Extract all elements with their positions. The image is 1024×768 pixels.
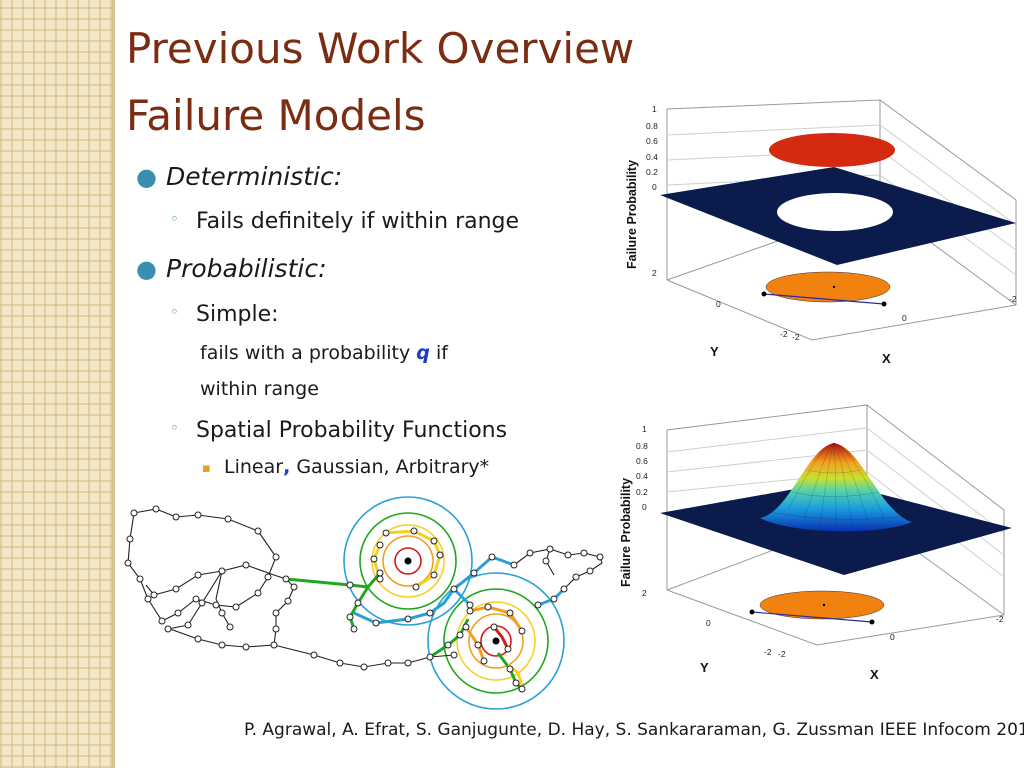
plane-hole <box>777 193 893 231</box>
gaussian-failure-plot: Failure Probability 1 0.8 0.6 0.4 0.2 0 … <box>619 404 1012 682</box>
z-axis-label: Failure Probability <box>619 478 633 587</box>
z-tick: 0.8 <box>636 441 648 451</box>
bullet-ring-icon: ◦ <box>170 419 179 437</box>
x-axis-label: X <box>870 667 879 682</box>
bullet-ring-icon: ◦ <box>170 210 179 228</box>
decorative-sidebar-pattern <box>0 0 112 768</box>
slide-title: Previous Work Overview <box>126 24 635 73</box>
z-tick: 0.8 <box>646 121 658 131</box>
y-tick: 2 <box>642 588 647 598</box>
x-axis-label: X <box>882 351 891 366</box>
deterministic-failure-plot: Failure Probability 1 0.8 0.6 0.4 0.2 0 … <box>625 99 1017 366</box>
epicenter-marker <box>404 557 412 565</box>
citation: P. Agrawal, A. Efrat, S. Ganjugunte, D. … <box>244 720 1024 740</box>
y-tick: -2 <box>780 329 788 339</box>
spatial-functions-list: Linear, Gaussian, Arbitrary* <box>224 456 490 478</box>
bullet-deterministic: Deterministic: <box>166 162 343 191</box>
x-tick: -2 <box>792 332 800 342</box>
x-tick: 0 <box>902 313 907 323</box>
y-tick: 0 <box>706 618 711 628</box>
epicenter-marker <box>492 637 500 645</box>
x-tick: -2 <box>996 614 1004 624</box>
z-axis-label: Failure Probability <box>625 160 639 269</box>
bullet-square-icon: ▪ <box>202 461 211 476</box>
sidebar-edge <box>112 0 115 768</box>
z-tick: 1 <box>642 424 647 434</box>
bullet-simple: Simple: <box>196 302 279 327</box>
bullet-ring-icon: ◦ <box>170 303 179 321</box>
bullet-deterministic-detail: Fails definitely if within range <box>196 209 520 234</box>
deterministic-disk <box>769 133 895 167</box>
y-tick: 0 <box>716 299 721 309</box>
bullet-dot-icon: ● <box>136 163 157 191</box>
projection-disk <box>765 271 891 303</box>
bullet-dot-icon: ● <box>136 255 157 283</box>
x-tick: -2 <box>778 649 786 659</box>
z-tick: 0.6 <box>646 136 658 146</box>
simple-description: fails with a probability q if <box>200 342 448 364</box>
simple-description-cont: within range <box>200 378 319 400</box>
bullet-spatial: Spatial Probability Functions <box>196 418 508 443</box>
y-tick: -2 <box>764 647 772 657</box>
bullet-probabilistic: Probabilistic: <box>166 254 327 283</box>
z-tick: 0.2 <box>646 167 658 177</box>
projection-disk <box>759 590 885 620</box>
z-tick: 0.6 <box>636 456 648 466</box>
z-tick: 0.2 <box>636 487 648 497</box>
y-axis-label: Y <box>710 344 719 359</box>
x-tick: -2 <box>1009 294 1017 304</box>
z-tick: 0.4 <box>646 152 658 162</box>
slide-subtitle: Failure Models <box>126 91 426 140</box>
y-axis-label: Y <box>700 660 709 675</box>
z-tick: 0 <box>642 502 647 512</box>
z-tick: 0.4 <box>636 471 648 481</box>
z-tick: 0 <box>652 182 657 192</box>
fiber-network-map <box>124 496 604 710</box>
y-tick: 2 <box>652 268 657 278</box>
x-tick: 0 <box>890 632 895 642</box>
gaussian-surface <box>760 443 912 532</box>
z-tick: 1 <box>652 104 657 114</box>
